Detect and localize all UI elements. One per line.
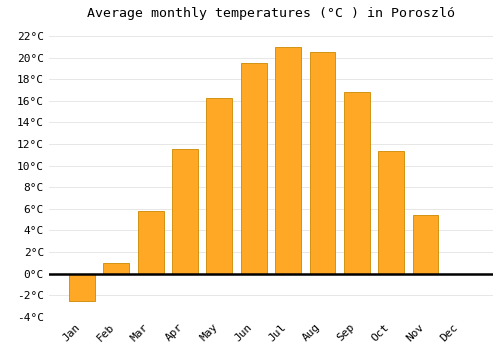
Bar (275, 47, 301, 274)
Bar (378, 150, 404, 274)
Bar (412, 215, 438, 274)
Bar (104, 263, 129, 274)
Bar (310, 52, 336, 274)
Bar (206, 98, 233, 274)
Bar (241, 63, 266, 274)
Bar (172, 149, 198, 274)
Bar (138, 211, 164, 274)
Bar (344, 92, 370, 274)
Title: Average monthly temperatures (°C ) in Poroszló: Average monthly temperatures (°C ) in Po… (87, 7, 455, 20)
Bar (69, 274, 95, 301)
